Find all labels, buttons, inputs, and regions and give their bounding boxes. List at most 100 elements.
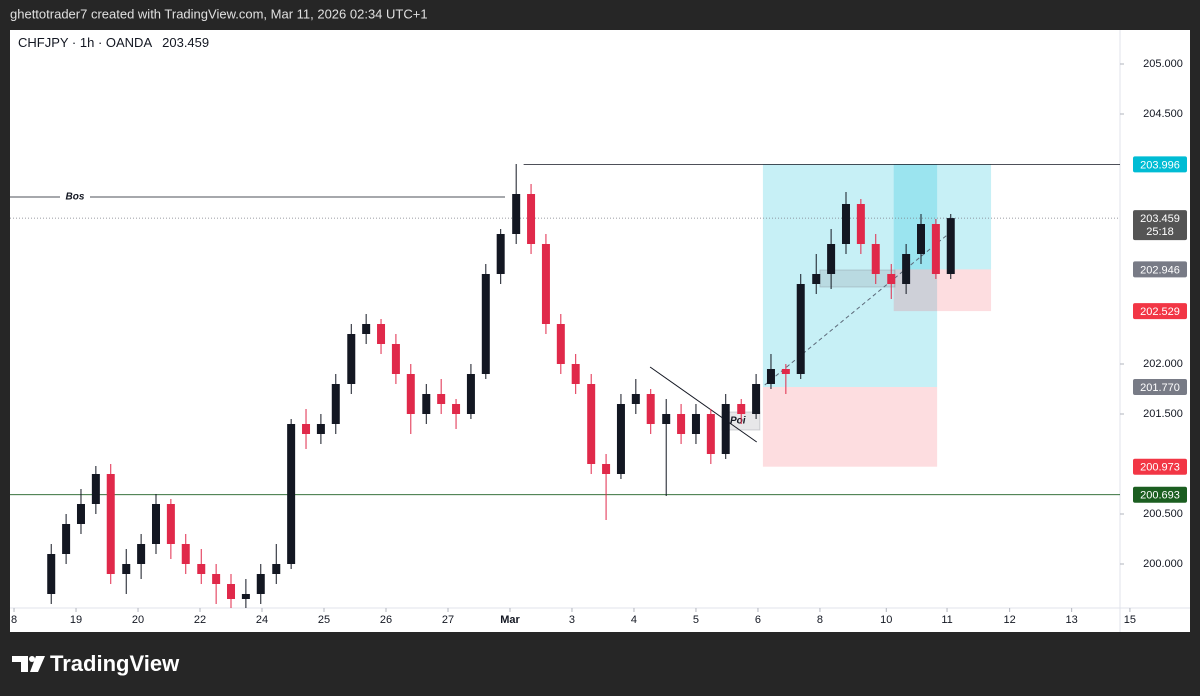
trend-line [649,366,758,443]
candle-body [571,364,580,384]
x-tick-label: 15 [1124,614,1136,626]
candle-body [631,394,640,404]
candle-body [616,404,625,474]
candle-body [197,564,206,574]
x-tick-label: 5 [693,614,699,626]
logo [12,656,45,672]
x-tick-label: 13 [1066,614,1078,626]
x-tick-label: 10 [880,614,892,626]
brand: TradingView [50,651,180,676]
candle-body [496,234,505,274]
zone-label: Poi [730,416,746,427]
candle-body [662,414,671,424]
candle-body [181,544,190,564]
candle-body [812,274,821,284]
price-label: 202.529 [1140,306,1180,318]
candle-body [602,464,611,474]
level-label: Bos [66,192,85,203]
x-tick-label: 24 [256,614,268,626]
candle-body [151,504,160,544]
candle-body [916,224,925,254]
y-tick-label: 205.000 [1143,58,1183,70]
last-price: 203.459 [162,35,209,50]
price-label: 203.996 [1140,159,1180,171]
candle-body [106,474,115,574]
candle-body [527,194,536,244]
candle-body [556,324,565,364]
price-label-bg [1133,210,1187,241]
candle-body [347,334,356,384]
candle-body [241,594,250,599]
candle-body [466,374,475,414]
candle-body [362,324,371,334]
candle-body [122,564,131,574]
countdown: 25:18 [1146,226,1174,238]
candle-body [587,384,596,464]
candle-body [331,384,340,424]
candle-body [871,244,880,274]
chart-panel [10,30,1190,632]
candle-body [91,474,100,504]
position-target-zone [893,164,992,270]
price-label-bg [1133,156,1187,173]
price-label: 200.973 [1140,462,1180,474]
candle-body [512,194,521,234]
x-tick-label: 26 [380,614,392,626]
price-label-bg [1133,261,1187,278]
logo-slash [30,656,45,672]
candle-body [302,424,311,434]
header-text: ghettotrader7 created with TradingView.c… [10,6,428,21]
candle-body [706,414,715,454]
logo-dot [29,656,35,662]
price-label-bg [1133,458,1187,475]
symbol-info: CHFJPY · 1h · OANDA 203.459 [18,35,209,50]
candle-body [946,218,955,274]
candle-body [902,254,911,284]
candle-body [887,274,896,284]
x-tick-label: 22 [194,614,206,626]
x-tick-label: 11 [941,614,952,626]
y-tick-label: 202.000 [1143,358,1183,370]
candle-body [422,394,431,414]
candle-body [316,424,325,434]
candle-body [406,374,415,414]
candle-body [856,204,865,244]
candle-body [691,414,700,434]
price-label: 203.459 [1140,213,1180,225]
level-label-bg [60,190,90,204]
x-tick-label: 25 [318,614,330,626]
candle-body [737,404,746,414]
candle-body [766,369,775,384]
price-label-bg [1133,379,1187,395]
candle-body [541,244,550,324]
candle-body [272,564,281,574]
candle-body [227,584,236,599]
x-tick-label: 27 [442,614,454,626]
candle-body [137,544,146,564]
x-tick-label: 8 [11,614,17,626]
candle-body [391,344,400,374]
candle-body [931,224,940,274]
x-tick-label: 3 [569,614,575,626]
x-tick-label: 20 [132,614,144,626]
candle-body [481,274,490,374]
price-label: 200.693 [1140,490,1180,502]
x-tick-label: 4 [631,614,637,626]
candle-body [47,554,56,594]
candle-body [62,524,71,554]
candle-body [166,504,175,544]
y-tick-label: 201.500 [1143,408,1183,420]
dashed-line [764,231,952,386]
price-label-bg [1133,303,1187,320]
x-tick-label: 12 [1004,614,1016,626]
symbol: CHFJPY · 1h · OANDA [18,35,152,50]
candle-body [76,504,85,524]
price-label: 202.946 [1140,264,1180,276]
candle-body [721,404,730,454]
price-label: 201.770 [1140,382,1180,394]
candle-body [781,369,790,374]
x-tick-label: 6 [755,614,761,626]
candle-body [827,244,836,274]
